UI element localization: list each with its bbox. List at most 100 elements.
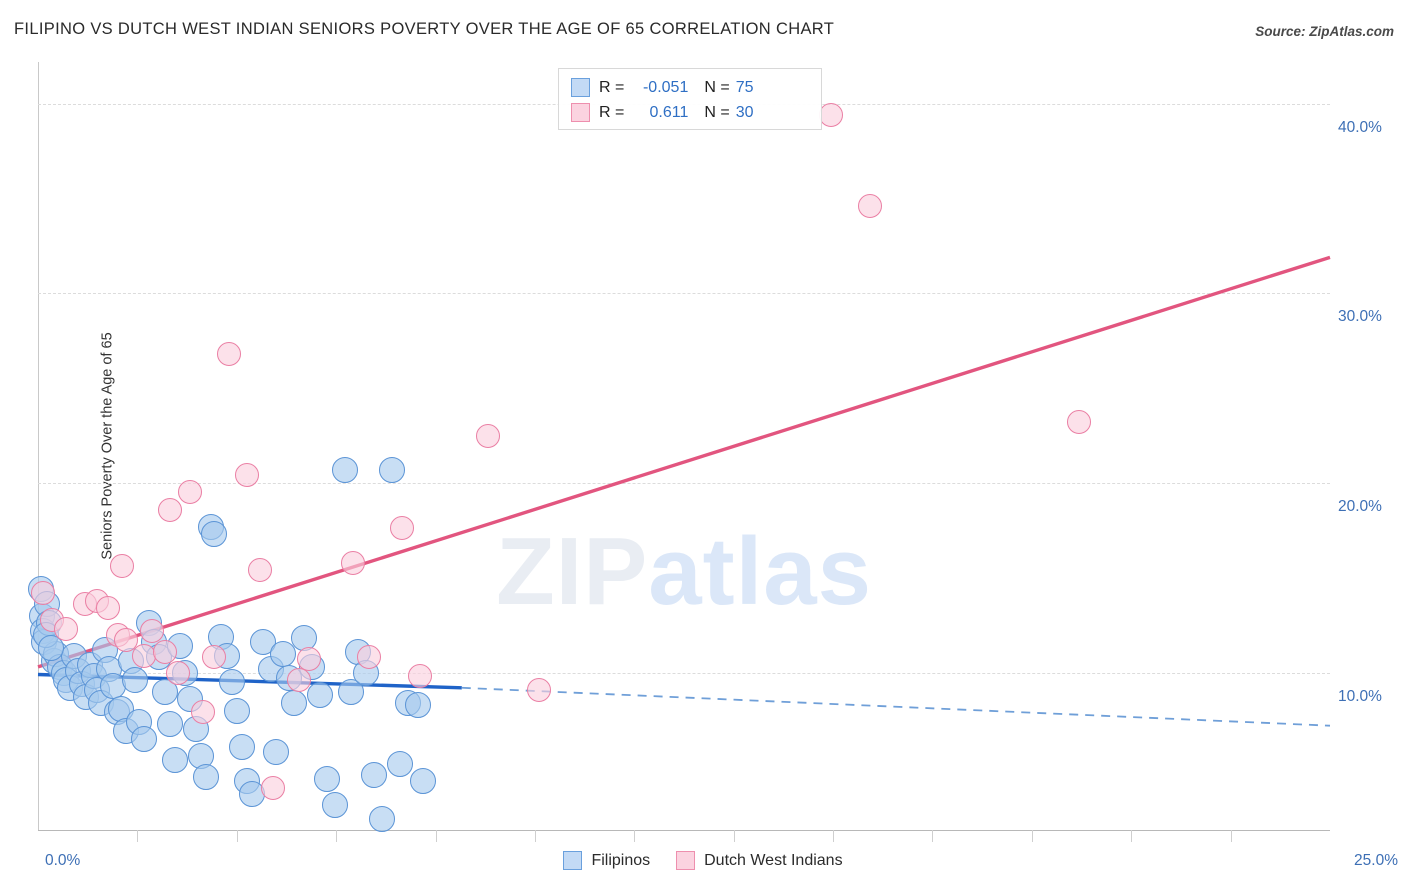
page-title: FILIPINO VS DUTCH WEST INDIAN SENIORS PO… bbox=[14, 20, 835, 38]
x-tick bbox=[1131, 830, 1133, 842]
data-point-filipinos bbox=[200, 521, 227, 548]
x-axis-max-label: 25.0% bbox=[1354, 852, 1398, 869]
data-point-dutch-west-indians bbox=[527, 677, 552, 702]
data-point-dutch-west-indians bbox=[54, 616, 79, 641]
data-point-filipinos bbox=[360, 762, 387, 788]
legend-item-filipinos[interactable]: Filipinos bbox=[563, 851, 650, 870]
legend-swatch-filipinos bbox=[563, 851, 583, 870]
data-point-dutch-west-indians bbox=[819, 103, 844, 128]
data-point-dutch-west-indians bbox=[858, 194, 883, 219]
data-point-dutch-west-indians bbox=[390, 516, 415, 541]
data-point-filipinos bbox=[280, 689, 307, 716]
statistics-legend: R = -0.051 N = 75 R = 0.611 N = 30 bbox=[558, 68, 822, 130]
y-tick-label: 20.0% bbox=[1338, 497, 1382, 515]
data-point-filipinos bbox=[314, 765, 341, 792]
data-point-filipinos bbox=[161, 746, 188, 773]
x-tick bbox=[733, 830, 735, 842]
data-point-filipinos bbox=[37, 634, 64, 661]
data-point-dutch-west-indians bbox=[113, 628, 138, 653]
data-point-dutch-west-indians bbox=[178, 480, 203, 505]
legend-item-dutch-west-indians[interactable]: Dutch West Indians bbox=[676, 851, 843, 870]
data-point-filipinos bbox=[218, 669, 245, 696]
stats-r-value-2: 0.611 bbox=[649, 103, 689, 121]
source-label: Source: ZipAtlas.com bbox=[1255, 24, 1394, 39]
x-axis-min-label: 0.0% bbox=[45, 852, 81, 869]
data-point-filipinos bbox=[130, 725, 157, 752]
y-tick-label: 10.0% bbox=[1338, 687, 1382, 705]
data-point-dutch-west-indians bbox=[157, 497, 182, 522]
data-point-filipinos bbox=[291, 625, 318, 652]
watermark-atlas: atlas bbox=[648, 518, 872, 625]
watermark-zip: ZIP bbox=[496, 518, 649, 625]
data-point-dutch-west-indians bbox=[95, 596, 120, 621]
data-point-dutch-west-indians bbox=[31, 580, 56, 605]
x-tick bbox=[634, 830, 636, 842]
x-tick bbox=[236, 830, 238, 842]
data-point-filipinos bbox=[122, 667, 149, 694]
trend-line-filipinos-dashed bbox=[461, 686, 1331, 727]
data-point-filipinos bbox=[332, 456, 359, 483]
data-point-dutch-west-indians bbox=[139, 618, 164, 643]
stats-swatch-filipinos bbox=[571, 78, 590, 97]
x-tick bbox=[932, 830, 934, 842]
x-tick bbox=[336, 830, 338, 842]
stats-n-label-1: N = bbox=[704, 78, 730, 96]
x-axis-line bbox=[38, 830, 1330, 831]
data-point-filipinos bbox=[404, 691, 431, 718]
stats-n-value-1: 75 bbox=[735, 78, 754, 96]
x-tick bbox=[435, 830, 437, 842]
stats-r-label-2: R = bbox=[599, 103, 625, 121]
series-legend: Filipinos Dutch West Indians bbox=[0, 851, 1406, 870]
x-tick bbox=[833, 830, 835, 842]
data-point-filipinos bbox=[192, 763, 219, 790]
data-point-dutch-west-indians bbox=[201, 645, 226, 670]
data-point-dutch-west-indians bbox=[261, 776, 286, 801]
stats-n-label-2: N = bbox=[704, 103, 730, 121]
data-point-filipinos bbox=[99, 672, 126, 699]
gridline bbox=[38, 672, 1330, 674]
x-tick bbox=[1230, 830, 1232, 842]
data-point-filipinos bbox=[229, 733, 256, 760]
data-point-dutch-west-indians bbox=[152, 639, 177, 664]
legend-swatch-dutch-west-indians bbox=[676, 851, 696, 870]
stats-row-dutch-west-indians: R = 0.611 N = 30 bbox=[571, 100, 811, 125]
y-tick-label: 40.0% bbox=[1338, 118, 1382, 136]
x-tick bbox=[1031, 830, 1033, 842]
data-point-dutch-west-indians bbox=[248, 558, 273, 583]
data-point-dutch-west-indians bbox=[109, 554, 134, 579]
stats-r-label-1: R = bbox=[599, 78, 625, 96]
data-point-dutch-west-indians bbox=[356, 645, 381, 670]
data-point-dutch-west-indians bbox=[131, 643, 156, 668]
data-point-filipinos bbox=[306, 682, 333, 709]
data-point-filipinos bbox=[322, 792, 349, 819]
stats-row-filipinos: R = -0.051 N = 75 bbox=[571, 75, 811, 100]
gridline bbox=[38, 482, 1330, 484]
plot-area: ZIPatlas bbox=[27, 62, 1331, 832]
data-point-filipinos bbox=[368, 805, 395, 832]
data-point-filipinos bbox=[239, 780, 266, 807]
data-point-dutch-west-indians bbox=[297, 647, 322, 672]
data-point-dutch-west-indians bbox=[475, 423, 500, 448]
y-tick-label: 30.0% bbox=[1338, 308, 1382, 326]
data-point-filipinos bbox=[410, 767, 437, 794]
data-point-filipinos bbox=[156, 710, 183, 737]
stats-r-value-1: -0.051 bbox=[642, 78, 689, 96]
data-point-dutch-west-indians bbox=[1067, 410, 1092, 435]
data-point-filipinos bbox=[223, 697, 250, 724]
data-point-dutch-west-indians bbox=[217, 342, 242, 367]
data-point-dutch-west-indians bbox=[235, 463, 260, 488]
stats-n-value-2: 30 bbox=[735, 103, 754, 121]
data-point-filipinos bbox=[379, 456, 405, 483]
data-point-dutch-west-indians bbox=[165, 660, 190, 685]
x-tick bbox=[534, 830, 536, 842]
data-point-filipinos bbox=[386, 750, 413, 777]
trend-line-dutch-west-indians bbox=[37, 255, 1331, 669]
data-point-dutch-west-indians bbox=[286, 668, 311, 693]
gridline bbox=[38, 293, 1330, 295]
data-point-dutch-west-indians bbox=[191, 700, 216, 725]
data-point-filipinos bbox=[262, 739, 289, 766]
data-point-dutch-west-indians bbox=[408, 664, 433, 689]
data-point-dutch-west-indians bbox=[341, 550, 366, 575]
legend-label-dutch-west-indians: Dutch West Indians bbox=[704, 851, 843, 869]
